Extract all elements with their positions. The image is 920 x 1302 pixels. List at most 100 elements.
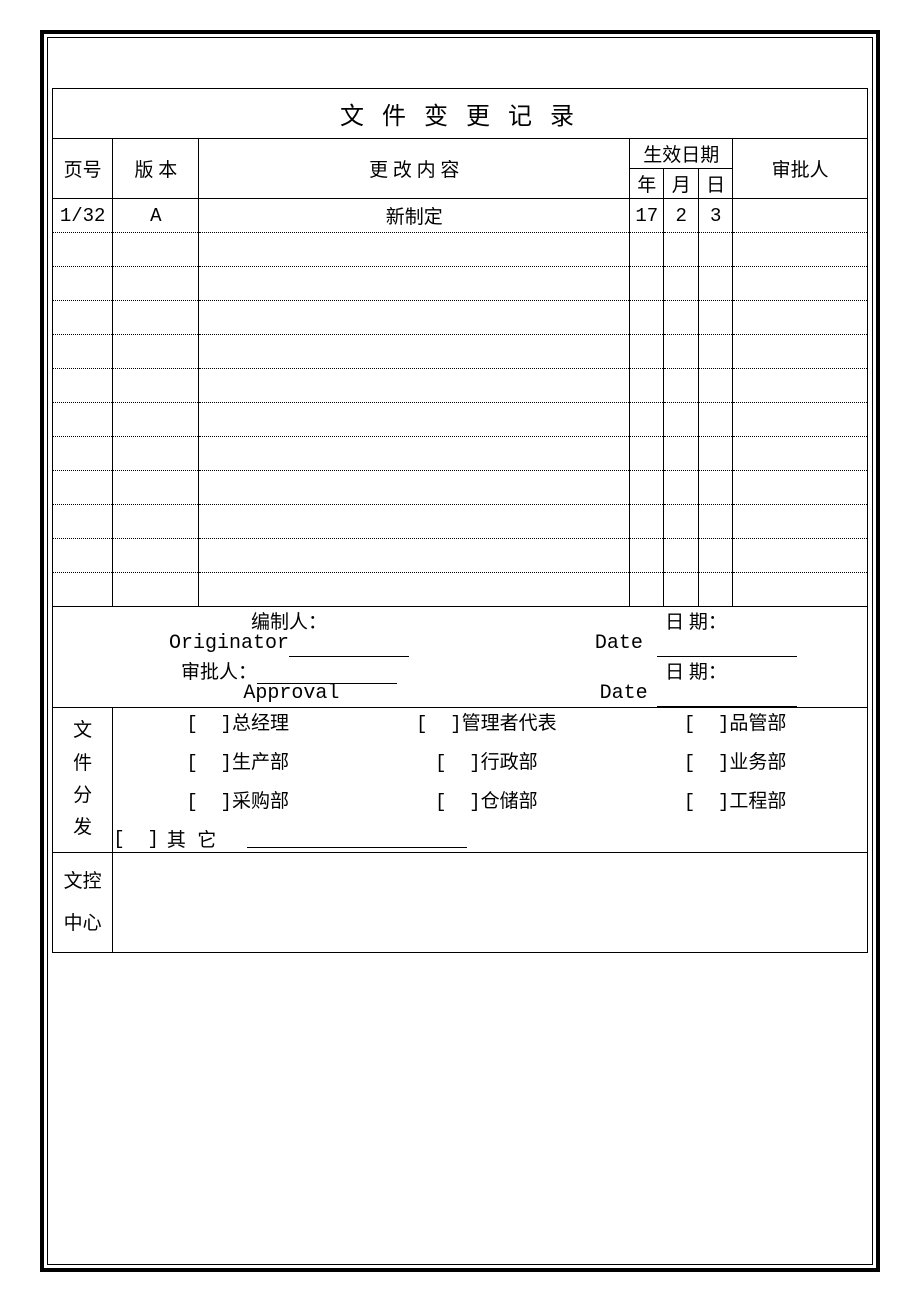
empty-cell xyxy=(630,301,664,335)
empty-cell xyxy=(698,539,732,573)
empty-cell xyxy=(113,539,199,573)
hdr-day: 日 xyxy=(698,169,732,199)
vertical-char: 件 xyxy=(53,748,112,780)
distribution-checkbox-item[interactable]: [ ]行政部 xyxy=(362,747,611,774)
vertical-char: 文控 xyxy=(53,861,112,903)
empty-cell xyxy=(733,471,868,505)
table-title: 文 件 变 更 记 录 xyxy=(53,89,868,139)
approval-row: 审批人： Approval 日 期： Date xyxy=(53,657,867,707)
empty-cell xyxy=(630,267,664,301)
distribution-checkbox-item[interactable]: [ ]品管部 xyxy=(611,708,860,735)
originator-label-cn: 编制人： xyxy=(251,607,327,634)
empty-cell xyxy=(630,505,664,539)
empty-cell xyxy=(733,573,868,607)
empty-cell xyxy=(199,335,630,369)
date-label-en-1: Date xyxy=(595,632,643,655)
empty-cell xyxy=(733,267,868,301)
empty-cell xyxy=(199,573,630,607)
empty-cell xyxy=(698,369,732,403)
empty-cell xyxy=(113,267,199,301)
cell-year: 17 xyxy=(630,199,664,233)
vertical-char: 中心 xyxy=(53,903,112,945)
empty-cell xyxy=(664,403,698,437)
distribution-checkbox-item[interactable]: [ ]工程部 xyxy=(611,786,860,813)
empty-cell xyxy=(630,471,664,505)
empty-cell xyxy=(113,403,199,437)
table-row xyxy=(53,437,868,471)
empty-cell xyxy=(199,301,630,335)
empty-cell xyxy=(698,267,732,301)
empty-cell xyxy=(199,505,630,539)
distribution-label: 文件分发 xyxy=(53,708,113,853)
empty-cell xyxy=(733,301,868,335)
empty-cell xyxy=(113,505,199,539)
empty-cell xyxy=(733,505,868,539)
empty-cell xyxy=(199,437,630,471)
empty-cell xyxy=(53,403,113,437)
approval-label-cn: 审批人： xyxy=(181,657,257,684)
empty-cell xyxy=(53,233,113,267)
distribution-checkbox-item[interactable]: [ ]业务部 xyxy=(611,747,860,774)
empty-cell xyxy=(664,539,698,573)
empty-cell xyxy=(664,505,698,539)
empty-cell xyxy=(664,471,698,505)
table-row xyxy=(53,301,868,335)
doc-control-label: 文控中心 xyxy=(53,853,113,953)
empty-cell xyxy=(630,539,664,573)
distribution-checkbox-item[interactable]: [ ]管理者代表 xyxy=(362,708,611,735)
empty-cell xyxy=(53,301,113,335)
hdr-effective-date: 生效日期 xyxy=(630,139,733,169)
empty-cell xyxy=(53,369,113,403)
empty-cell xyxy=(199,403,630,437)
empty-cell xyxy=(698,505,732,539)
empty-cell xyxy=(698,335,732,369)
hdr-month: 月 xyxy=(664,169,698,199)
cell-day: 3 xyxy=(698,199,732,233)
table-row xyxy=(53,573,868,607)
empty-cell xyxy=(53,335,113,369)
empty-cell xyxy=(199,267,630,301)
cell-page-no: 1/32 xyxy=(53,199,113,233)
empty-cell xyxy=(630,437,664,471)
change-record-table: 文 件 变 更 记 录 页号 版 本 更 改 内 容 生效日期 审批人 年 月 … xyxy=(52,88,868,953)
cell-month: 2 xyxy=(664,199,698,233)
empty-cell xyxy=(630,335,664,369)
hdr-page-no: 页号 xyxy=(53,139,113,199)
empty-cell xyxy=(698,437,732,471)
table-row xyxy=(53,267,868,301)
hdr-year: 年 xyxy=(630,169,664,199)
originator-label-en: Originator xyxy=(169,632,289,655)
table-row xyxy=(53,471,868,505)
cell-version: A xyxy=(113,199,199,233)
date-label-cn-2: 日 期： xyxy=(665,657,727,684)
distribution-checkbox-item[interactable]: [ ]生产部 xyxy=(113,747,362,774)
empty-cell xyxy=(199,539,630,573)
empty-cell xyxy=(113,335,199,369)
empty-cell xyxy=(664,369,698,403)
empty-cell xyxy=(199,471,630,505)
empty-cell xyxy=(630,403,664,437)
empty-cell xyxy=(113,369,199,403)
hdr-change-content: 更 改 内 容 xyxy=(199,139,630,199)
distribution-checkbox-item[interactable]: [ ]总经理 xyxy=(113,708,362,735)
distribution-checkbox-item[interactable]: [ ]采购部 xyxy=(113,786,362,813)
empty-cell xyxy=(733,539,868,573)
distribution-other[interactable]: [ ]其 它 xyxy=(113,825,867,852)
empty-cell xyxy=(53,505,113,539)
date-label-cn-1: 日 期： xyxy=(665,607,727,634)
table-row xyxy=(53,233,868,267)
empty-cell xyxy=(53,267,113,301)
approval-label-en: Approval xyxy=(243,682,339,705)
empty-cell xyxy=(630,369,664,403)
empty-cell xyxy=(113,471,199,505)
empty-cell xyxy=(698,573,732,607)
empty-cell xyxy=(53,437,113,471)
hdr-version: 版 本 xyxy=(113,139,199,199)
empty-cell xyxy=(733,233,868,267)
empty-cell xyxy=(53,573,113,607)
distribution-checkbox-item[interactable]: [ ]仓储部 xyxy=(362,786,611,813)
empty-cell xyxy=(113,573,199,607)
empty-cell xyxy=(733,335,868,369)
empty-cell xyxy=(664,267,698,301)
empty-cell xyxy=(664,335,698,369)
